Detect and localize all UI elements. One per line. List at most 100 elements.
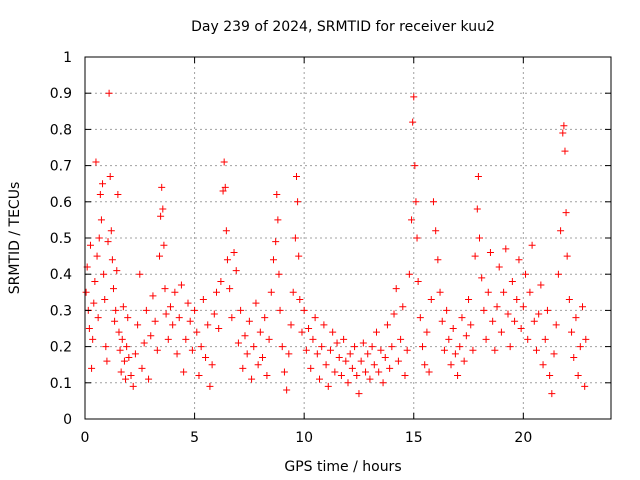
data-point — [560, 122, 568, 130]
data-point — [206, 382, 214, 390]
data-point — [522, 270, 530, 278]
data-point — [191, 306, 199, 314]
data-point — [557, 227, 565, 235]
data-point — [147, 332, 155, 340]
data-point — [95, 234, 103, 242]
data-point — [313, 350, 321, 358]
chart-title: Day 239 of 2024, SRMTID for receiver kuu… — [191, 19, 495, 35]
data-point — [204, 321, 212, 329]
data-point — [184, 299, 192, 307]
data-point — [193, 328, 201, 336]
data-point — [112, 306, 120, 314]
data-point — [85, 325, 93, 332]
data-point — [508, 277, 516, 285]
data-point — [164, 335, 172, 343]
data-point — [125, 353, 133, 361]
data-point — [166, 303, 174, 311]
data-point — [208, 361, 216, 369]
data-point — [222, 227, 230, 235]
data-point — [115, 328, 123, 336]
data-point — [173, 350, 181, 358]
data-point — [283, 386, 291, 394]
data-point — [552, 321, 560, 329]
data-point — [302, 346, 310, 354]
data-point — [230, 248, 238, 256]
y-axis-label: SRMTID / TECUs — [7, 182, 23, 295]
data-point — [248, 375, 256, 383]
data-point — [440, 346, 448, 354]
data-point — [413, 234, 421, 242]
data-point — [579, 303, 587, 311]
data-point — [572, 314, 580, 322]
data-point — [554, 270, 562, 278]
data-point — [429, 198, 437, 206]
data-point — [159, 205, 167, 213]
data-point — [127, 372, 135, 380]
data-point — [234, 339, 242, 347]
data-point — [362, 368, 370, 376]
data-point — [215, 325, 223, 332]
data-point — [438, 317, 446, 325]
y-tick-label: 0.1 — [50, 376, 72, 392]
data-point — [220, 158, 228, 166]
data-point — [151, 317, 159, 325]
data-point — [377, 346, 385, 354]
data-point — [256, 328, 264, 336]
data-point — [252, 299, 260, 307]
y-tick-label: 1 — [63, 50, 72, 66]
data-point — [254, 361, 262, 369]
data-point — [513, 296, 521, 304]
data-point — [261, 314, 269, 322]
data-point — [111, 317, 119, 325]
data-points — [82, 89, 590, 398]
data-point — [535, 310, 543, 318]
data-point — [394, 357, 402, 365]
data-point — [276, 306, 284, 314]
data-point — [366, 375, 374, 383]
data-point — [223, 256, 231, 264]
y-tick-label: 0.9 — [50, 86, 72, 102]
data-point — [86, 241, 94, 249]
data-point — [134, 321, 142, 329]
data-point — [346, 350, 354, 358]
data-point — [337, 372, 345, 380]
data-point — [493, 303, 501, 311]
data-point — [495, 263, 503, 271]
data-point — [502, 245, 510, 253]
y-tick-label: 0 — [63, 412, 72, 428]
data-point — [106, 172, 114, 180]
x-tick-label: 20 — [514, 430, 532, 446]
data-point — [280, 368, 288, 376]
y-tick-label: 0.5 — [50, 231, 72, 247]
data-point — [432, 227, 440, 235]
data-point — [274, 216, 282, 224]
data-point — [320, 321, 328, 329]
data-point — [145, 375, 153, 383]
data-point — [131, 350, 139, 358]
y-tick-label: 0.7 — [50, 159, 72, 175]
data-point — [123, 343, 131, 351]
data-point — [267, 288, 275, 296]
data-point — [409, 118, 417, 126]
data-point — [359, 339, 367, 347]
data-point — [449, 325, 457, 332]
data-point — [272, 238, 280, 246]
data-point — [300, 306, 308, 314]
data-point — [239, 364, 247, 372]
data-point — [197, 343, 205, 351]
data-point — [355, 390, 363, 398]
data-point — [129, 382, 137, 390]
data-point — [265, 335, 273, 343]
data-point — [353, 372, 361, 380]
data-point — [275, 270, 283, 278]
data-point — [563, 252, 571, 260]
y-tick-labels: 0 0.1 0.2 0.3 0.4 0.5 0.6 0.7 0.8 0.9 1 — [50, 50, 72, 428]
data-point — [289, 288, 297, 296]
data-point — [226, 285, 234, 293]
data-point — [292, 172, 300, 180]
data-point — [390, 310, 398, 318]
data-point — [386, 364, 394, 372]
data-point — [515, 256, 523, 264]
data-point — [539, 361, 547, 369]
data-point — [107, 227, 115, 235]
